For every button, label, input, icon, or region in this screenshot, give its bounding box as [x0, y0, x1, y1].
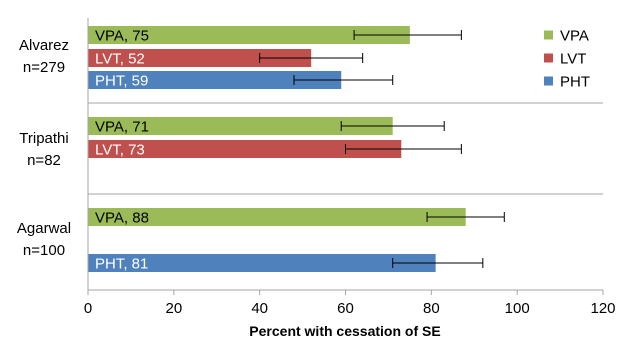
group-label-2-line-1: Tripathi: [19, 130, 68, 147]
x-tick-label-80: 80: [423, 300, 440, 317]
group-label-1-line-1: Alvarez: [19, 37, 69, 54]
error-bars: [259, 30, 505, 268]
group-labels: Alvarez n=279 Tripathi n=82 Agarwal n=100: [17, 37, 71, 259]
group-separators: [88, 102, 603, 195]
bar-pht-group-3: [88, 254, 436, 272]
bar-label-pht-group-1: PHT, 59: [95, 73, 148, 90]
group-label-3-line-1: Agarwal: [17, 220, 71, 237]
bar-label-lvt-group-1: LVT, 52: [95, 51, 145, 68]
bar-label-vpa-group-1: VPA, 75: [95, 28, 149, 45]
bar-lvt-group-2: [88, 140, 402, 158]
bar-vpa-group-2: [88, 117, 393, 135]
x-axis-label: Percent with cessation of SE: [249, 323, 440, 339]
error-bar-vpa-group-3: [426, 212, 505, 222]
error-bar-pht-group-1: [293, 75, 394, 85]
legend-swatch-pht: [544, 76, 553, 86]
legend-swatch-lvt: [544, 53, 553, 63]
error-bar-lvt-group-2: [345, 144, 462, 154]
bar-lvt-group-1: [88, 49, 312, 67]
error-bar-lvt-group-1: [259, 53, 364, 63]
bars: [88, 26, 466, 272]
legend-label-lvt: LVT: [560, 51, 586, 68]
legend-label-pht: PHT: [560, 74, 590, 91]
group-label-1-line-2: n=279: [23, 59, 65, 76]
x-tick-label-120: 120: [590, 300, 615, 317]
bar-vpa-group-1: [88, 26, 410, 44]
group-label-3-line-2: n=100: [23, 242, 65, 259]
x-tick-label-0: 0: [84, 300, 92, 317]
x-tick-label-20: 20: [165, 300, 182, 317]
bar-label-lvt-group-2: LVT, 73: [95, 142, 145, 159]
x-tick-label-40: 40: [251, 300, 268, 317]
error-bar-pht-group-3: [392, 258, 484, 268]
legend-swatch-vpa: [544, 30, 553, 40]
group-label-2-line-2: n=82: [27, 152, 61, 169]
legend: VPA LVT PHT: [544, 28, 590, 91]
bar-pht-group-1: [88, 71, 342, 89]
error-bar-vpa-group-1: [353, 30, 462, 40]
bar-label-vpa-group-2: VPA, 71: [95, 119, 149, 136]
x-axis: 0 20 40 60 80 100 120: [84, 18, 616, 317]
x-tick-label-60: 60: [337, 300, 354, 317]
bar-label-vpa-group-3: VPA, 88: [95, 210, 149, 227]
bar-labels: VPA, 75 LVT, 52 PHT, 59 VPA, 71 LVT, 73 VPA, …: [95, 28, 149, 273]
error-bar-vpa-group-2: [340, 121, 445, 131]
bar-vpa-group-3: [88, 208, 466, 226]
x-tick-label-100: 100: [505, 300, 530, 317]
bar-label-pht-group-3: PHT, 81: [95, 256, 148, 273]
legend-label-vpa: VPA: [560, 28, 589, 45]
